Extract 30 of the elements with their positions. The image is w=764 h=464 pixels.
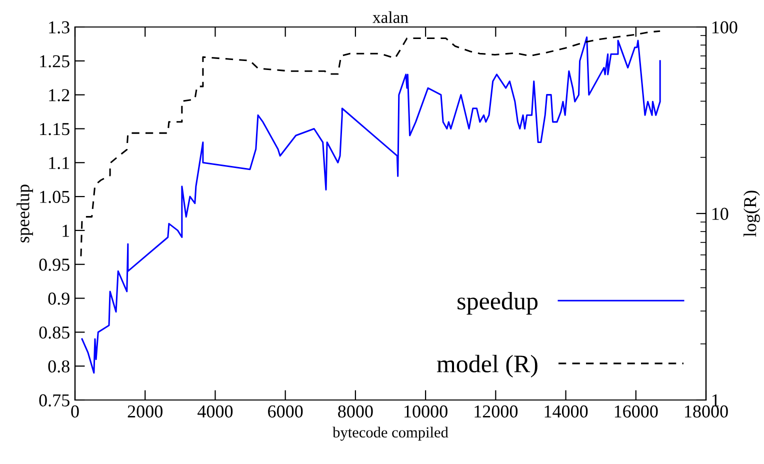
x-tick-label: 2000 [128,405,162,418]
y-tick-label: 0.8 [48,360,70,373]
x-tick-label: 16000 [614,405,658,418]
y-tick-label: 0.75 [39,394,70,407]
x-tick-label: 14000 [544,405,588,418]
y-tick-label: 1.05 [40,190,70,204]
y-tick-label: 0.9 [48,292,70,305]
x-tick-label: 18000 [685,405,728,418]
y-tick-label: 1.2 [49,89,70,102]
y-tick-label: 0.95 [39,258,70,271]
chart-title: xalan [372,11,408,23]
y2-axis-title: log(R) [744,190,760,237]
legend-label: speedup [458,292,538,315]
x-tick-label: 10000 [404,405,448,418]
x-axis-title: bytecode compiled [332,426,448,441]
y-tick-label: 1.25 [40,55,70,68]
x-tick-label: 0 [71,405,79,418]
y-tick-label: 1.1 [49,156,70,170]
y-tick-label: 1.3 [49,21,70,34]
y2-tick-label: 10 [712,208,728,220]
x-tick-label: 8000 [338,405,373,418]
y2-tick-label: 100 [712,21,738,34]
x-tick-label: 6000 [268,405,303,418]
y-tick-label: 1 [62,224,70,237]
y-tick-label: 1.15 [40,123,70,136]
x-tick-label: 12000 [474,405,518,418]
x-tick-label: 4000 [198,405,233,418]
y-axis-title: speedup [16,184,33,242]
y-tick-label: 0.85 [39,326,70,339]
legend-label: model (R) [436,354,538,378]
